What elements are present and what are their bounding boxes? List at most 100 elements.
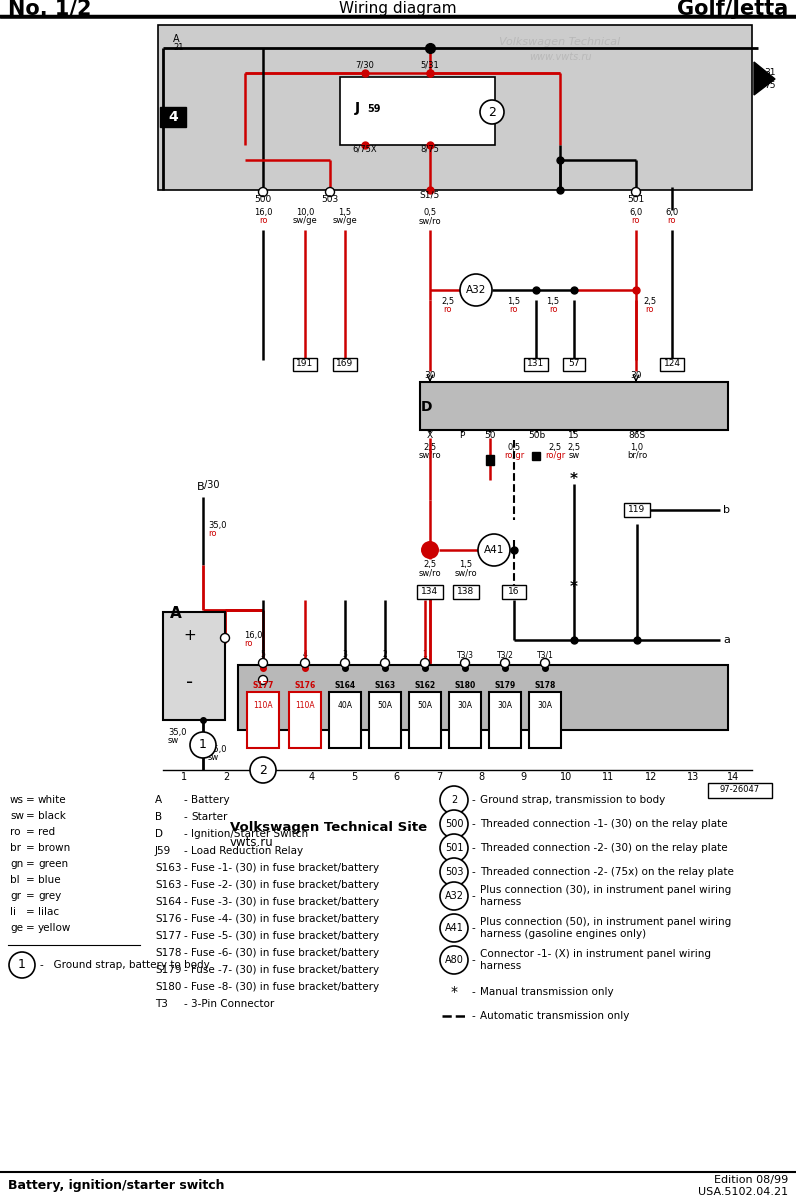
Text: Fuse -2- (30) in fuse bracket/battery: Fuse -2- (30) in fuse bracket/battery <box>191 880 379 890</box>
Circle shape <box>478 534 510 566</box>
Text: -: - <box>472 890 476 901</box>
Text: Connector -1- (X) in instrument panel wiring: Connector -1- (X) in instrument panel wi… <box>480 949 711 959</box>
FancyBboxPatch shape <box>160 107 186 127</box>
Text: Starter: Starter <box>191 812 228 822</box>
Circle shape <box>190 732 216 758</box>
Text: harness (gasoline engines only): harness (gasoline engines only) <box>480 929 646 938</box>
Text: 2: 2 <box>224 772 229 782</box>
Text: 5: 5 <box>260 650 265 659</box>
Text: T3/2: T3/2 <box>497 650 513 659</box>
Text: www.vwts.ru: www.vwts.ru <box>529 52 591 62</box>
Text: 8/75: 8/75 <box>420 145 439 154</box>
Text: -: - <box>472 866 476 877</box>
Text: Battery: Battery <box>191 794 229 805</box>
Text: Threaded connection -2- (75x) on the relay plate: Threaded connection -2- (75x) on the rel… <box>480 866 734 877</box>
Text: *: * <box>570 580 578 595</box>
Circle shape <box>420 659 430 667</box>
Text: ro: ro <box>10 827 21 838</box>
Text: A41: A41 <box>484 545 504 554</box>
Text: Fuse -3- (30) in fuse bracket/battery: Fuse -3- (30) in fuse bracket/battery <box>191 898 379 907</box>
Text: 97-26047: 97-26047 <box>720 786 760 794</box>
Text: 1: 1 <box>18 959 26 972</box>
Text: 50b: 50b <box>529 431 545 440</box>
FancyBboxPatch shape <box>486 455 494 464</box>
Text: ws: ws <box>10 794 24 805</box>
Circle shape <box>461 659 470 667</box>
Text: 13: 13 <box>687 772 699 782</box>
Text: ge: ge <box>10 923 23 934</box>
Text: Plus connection (50), in instrument panel wiring: Plus connection (50), in instrument pane… <box>480 917 732 926</box>
Text: sw/ro: sw/ro <box>455 568 478 577</box>
Text: 35,0: 35,0 <box>168 728 186 737</box>
Text: ro: ro <box>632 216 640 226</box>
Text: Volkswagen Technical: Volkswagen Technical <box>499 37 621 47</box>
Text: -: - <box>183 829 187 839</box>
Text: T3/1: T3/1 <box>537 650 553 659</box>
Text: 30A: 30A <box>537 701 552 709</box>
FancyBboxPatch shape <box>524 358 548 371</box>
Text: sw: sw <box>10 811 24 821</box>
Text: S164: S164 <box>155 898 181 907</box>
Text: No. 1/2: No. 1/2 <box>8 0 92 19</box>
Text: sw/ro: sw/ro <box>419 451 441 460</box>
Text: 86S: 86S <box>628 431 646 440</box>
Text: S180: S180 <box>155 982 181 992</box>
Text: /30: /30 <box>204 480 220 490</box>
Text: 7: 7 <box>436 772 442 782</box>
Text: 110A: 110A <box>295 701 314 709</box>
Text: 6/75X: 6/75X <box>353 145 377 154</box>
Text: S179: S179 <box>494 682 516 690</box>
Text: 7/30: 7/30 <box>356 60 374 68</box>
Text: 31: 31 <box>764 68 775 77</box>
Text: 110A: 110A <box>253 701 273 709</box>
FancyBboxPatch shape <box>333 358 357 371</box>
Text: =: = <box>26 794 35 805</box>
Text: =: = <box>26 923 35 934</box>
Text: T3/3: T3/3 <box>456 650 474 659</box>
Text: 35,0: 35,0 <box>208 521 227 530</box>
Text: 16,0: 16,0 <box>244 631 263 640</box>
Text: ro: ro <box>443 305 452 314</box>
Text: 15: 15 <box>568 431 579 440</box>
FancyBboxPatch shape <box>489 692 521 748</box>
Text: 2: 2 <box>383 650 388 659</box>
Text: white: white <box>38 794 67 805</box>
Text: =: = <box>26 859 35 869</box>
FancyBboxPatch shape <box>532 452 540 460</box>
Circle shape <box>259 676 267 684</box>
Text: 8: 8 <box>478 772 484 782</box>
Text: S177: S177 <box>252 682 274 690</box>
Text: sw: sw <box>208 754 219 762</box>
FancyBboxPatch shape <box>163 612 225 720</box>
Text: 10: 10 <box>560 772 572 782</box>
Circle shape <box>326 187 334 197</box>
Text: 503: 503 <box>445 866 463 877</box>
Text: S179: S179 <box>155 965 181 974</box>
Text: S180: S180 <box>455 682 476 690</box>
Text: 500: 500 <box>255 194 271 204</box>
Text: 2,5: 2,5 <box>423 560 436 569</box>
Text: ro: ro <box>244 638 252 648</box>
Circle shape <box>250 757 276 782</box>
Text: B: B <box>197 482 205 492</box>
Text: 16,0: 16,0 <box>254 208 272 217</box>
Text: sw/ro: sw/ro <box>419 568 441 577</box>
Circle shape <box>631 187 641 197</box>
Text: 9: 9 <box>521 772 527 782</box>
Text: A32: A32 <box>466 284 486 295</box>
Text: -: - <box>472 1010 476 1021</box>
Circle shape <box>301 659 310 667</box>
Text: 57: 57 <box>568 360 579 368</box>
Text: ro: ro <box>646 305 654 314</box>
Text: 0,5: 0,5 <box>423 208 436 217</box>
Text: 0,5: 0,5 <box>507 443 521 452</box>
Text: sw/ge: sw/ge <box>333 216 357 226</box>
FancyBboxPatch shape <box>529 692 561 748</box>
Text: ro: ro <box>509 305 518 314</box>
Text: 14: 14 <box>727 772 739 782</box>
Text: -   Ground strap, battery to body: - Ground strap, battery to body <box>40 960 210 970</box>
Text: 501: 501 <box>445 842 463 853</box>
Text: yellow: yellow <box>38 923 72 934</box>
Text: ro: ro <box>208 529 217 538</box>
FancyBboxPatch shape <box>449 692 481 748</box>
